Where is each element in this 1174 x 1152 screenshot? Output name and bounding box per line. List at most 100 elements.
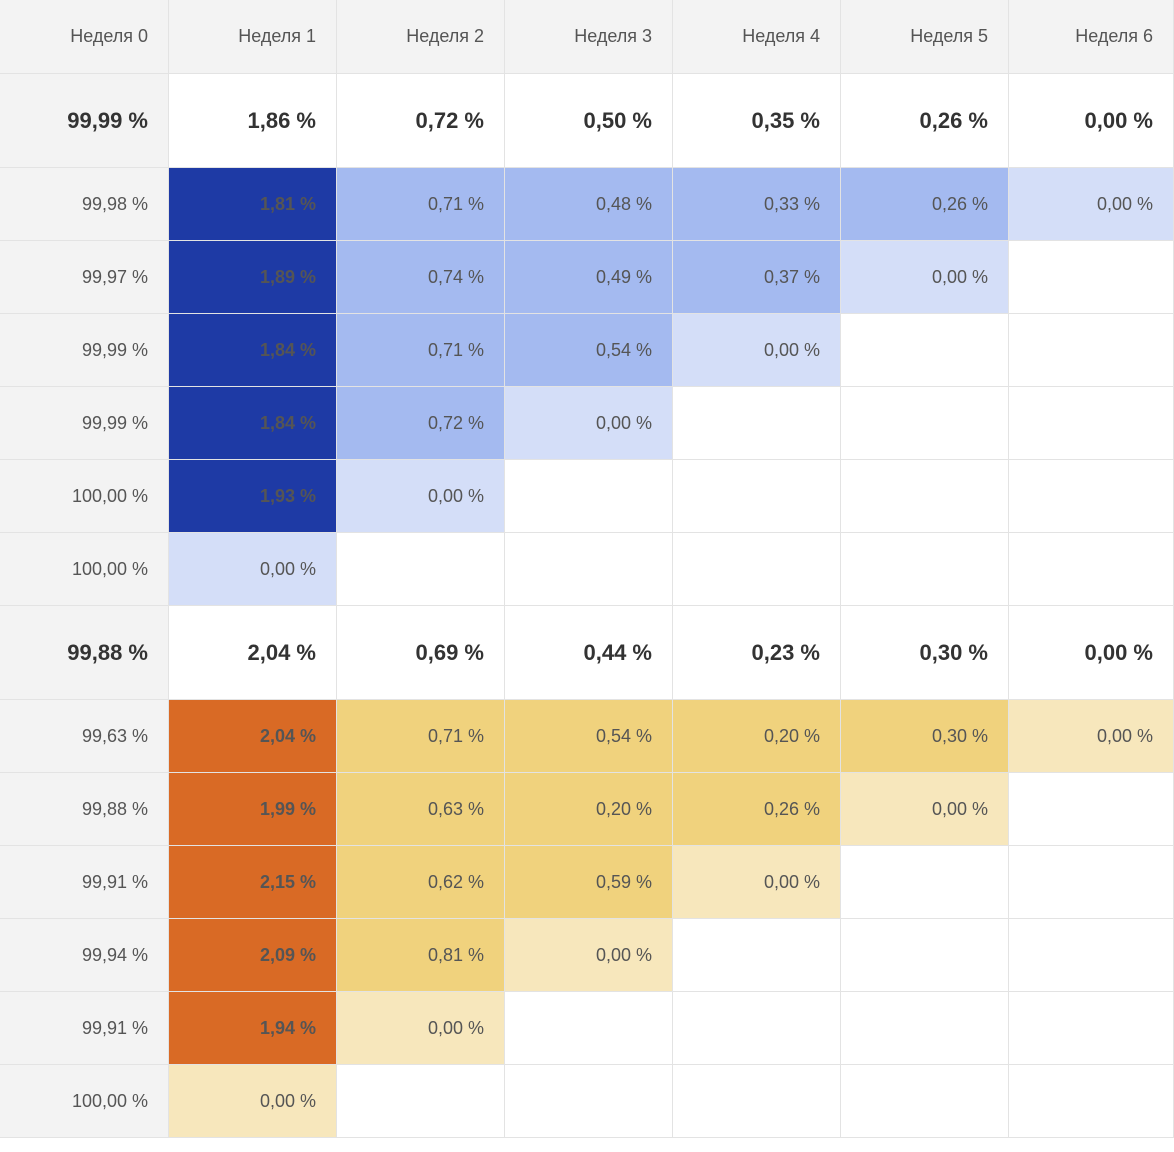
empty-cell (1009, 460, 1174, 533)
retention-cell: 0,37 % (673, 241, 841, 314)
cohort-cell: 99,91 % (0, 992, 169, 1065)
retention-cell: 0,00 % (673, 314, 841, 387)
empty-cell (505, 1065, 673, 1138)
empty-cell (841, 533, 1009, 606)
retention-cell: 0,20 % (673, 700, 841, 773)
empty-cell (841, 1065, 1009, 1138)
retention-cell: 0,00 % (337, 460, 505, 533)
empty-cell (1009, 314, 1174, 387)
cohort-cell: 100,00 % (0, 1065, 169, 1138)
retention-cell: 1,94 % (169, 992, 337, 1065)
empty-cell (841, 387, 1009, 460)
column-header-week-6[interactable]: Неделя 6 (1009, 0, 1174, 74)
empty-cell (337, 1065, 505, 1138)
retention-cell: 0,71 % (337, 700, 505, 773)
cohort-cell: 99,99 % (0, 387, 169, 460)
column-header-week-0[interactable]: Неделя 0 (0, 0, 169, 74)
empty-cell (1009, 533, 1174, 606)
cohort-cell: 100,00 % (0, 533, 169, 606)
total-cell: 0,50 % (505, 74, 673, 168)
empty-cell (1009, 1065, 1174, 1138)
retention-cell: 0,00 % (169, 1065, 337, 1138)
retention-cell: 0,33 % (673, 168, 841, 241)
empty-cell (1009, 919, 1174, 992)
retention-cell: 0,00 % (1009, 700, 1174, 773)
retention-cell: 0,00 % (841, 241, 1009, 314)
retention-cell: 2,15 % (169, 846, 337, 919)
empty-cell (505, 460, 673, 533)
total-cell: 0,00 % (1009, 74, 1174, 168)
retention-cell: 1,89 % (169, 241, 337, 314)
total-cell: 99,99 % (0, 74, 169, 168)
empty-cell (1009, 846, 1174, 919)
retention-cell: 0,26 % (673, 773, 841, 846)
retention-cell: 0,59 % (505, 846, 673, 919)
retention-cell: 0,00 % (673, 846, 841, 919)
retention-cell: 0,20 % (505, 773, 673, 846)
retention-cell: 0,71 % (337, 314, 505, 387)
retention-cell: 1,93 % (169, 460, 337, 533)
retention-cell: 0,54 % (505, 314, 673, 387)
cohort-cell: 99,94 % (0, 919, 169, 992)
retention-cell: 0,48 % (505, 168, 673, 241)
cohort-cell: 99,91 % (0, 846, 169, 919)
retention-cell: 2,09 % (169, 919, 337, 992)
retention-cell: 0,49 % (505, 241, 673, 314)
empty-cell (1009, 992, 1174, 1065)
retention-cell: 0,63 % (337, 773, 505, 846)
total-cell: 0,44 % (505, 606, 673, 700)
total-cell: 0,26 % (841, 74, 1009, 168)
column-header-week-3[interactable]: Неделя 3 (505, 0, 673, 74)
empty-cell (1009, 241, 1174, 314)
retention-cell: 0,00 % (337, 992, 505, 1065)
empty-cell (673, 533, 841, 606)
retention-cell: 0,54 % (505, 700, 673, 773)
cohort-cell: 99,97 % (0, 241, 169, 314)
cohort-cell: 99,98 % (0, 168, 169, 241)
retention-cell: 0,74 % (337, 241, 505, 314)
total-cell: 99,88 % (0, 606, 169, 700)
empty-cell (841, 919, 1009, 992)
column-header-week-1[interactable]: Неделя 1 (169, 0, 337, 74)
retention-cell: 0,00 % (1009, 168, 1174, 241)
empty-cell (841, 460, 1009, 533)
column-header-week-4[interactable]: Неделя 4 (673, 0, 841, 74)
empty-cell (505, 533, 673, 606)
retention-cell: 2,04 % (169, 700, 337, 773)
total-cell: 0,30 % (841, 606, 1009, 700)
empty-cell (1009, 773, 1174, 846)
cohort-cell: 99,88 % (0, 773, 169, 846)
retention-cell: 0,30 % (841, 700, 1009, 773)
empty-cell (841, 992, 1009, 1065)
empty-cell (1009, 387, 1174, 460)
empty-cell (673, 992, 841, 1065)
column-header-week-5[interactable]: Неделя 5 (841, 0, 1009, 74)
total-cell: 0,72 % (337, 74, 505, 168)
empty-cell (841, 846, 1009, 919)
total-cell: 2,04 % (169, 606, 337, 700)
retention-cell: 1,84 % (169, 387, 337, 460)
empty-cell (673, 1065, 841, 1138)
empty-cell (337, 533, 505, 606)
total-cell: 1,86 % (169, 74, 337, 168)
retention-cell: 0,26 % (841, 168, 1009, 241)
retention-cell: 0,72 % (337, 387, 505, 460)
empty-cell (673, 387, 841, 460)
retention-cell: 0,62 % (337, 846, 505, 919)
cohort-cell: 99,99 % (0, 314, 169, 387)
total-cell: 0,23 % (673, 606, 841, 700)
empty-cell (673, 919, 841, 992)
retention-cell: 0,00 % (841, 773, 1009, 846)
retention-cell: 1,99 % (169, 773, 337, 846)
retention-cell: 1,81 % (169, 168, 337, 241)
cohort-cell: 99,63 % (0, 700, 169, 773)
cohort-cell: 100,00 % (0, 460, 169, 533)
retention-cell: 0,00 % (505, 387, 673, 460)
column-header-week-2[interactable]: Неделя 2 (337, 0, 505, 74)
total-cell: 0,35 % (673, 74, 841, 168)
total-cell: 0,00 % (1009, 606, 1174, 700)
retention-cell: 0,81 % (337, 919, 505, 992)
retention-cell: 1,84 % (169, 314, 337, 387)
empty-cell (505, 992, 673, 1065)
